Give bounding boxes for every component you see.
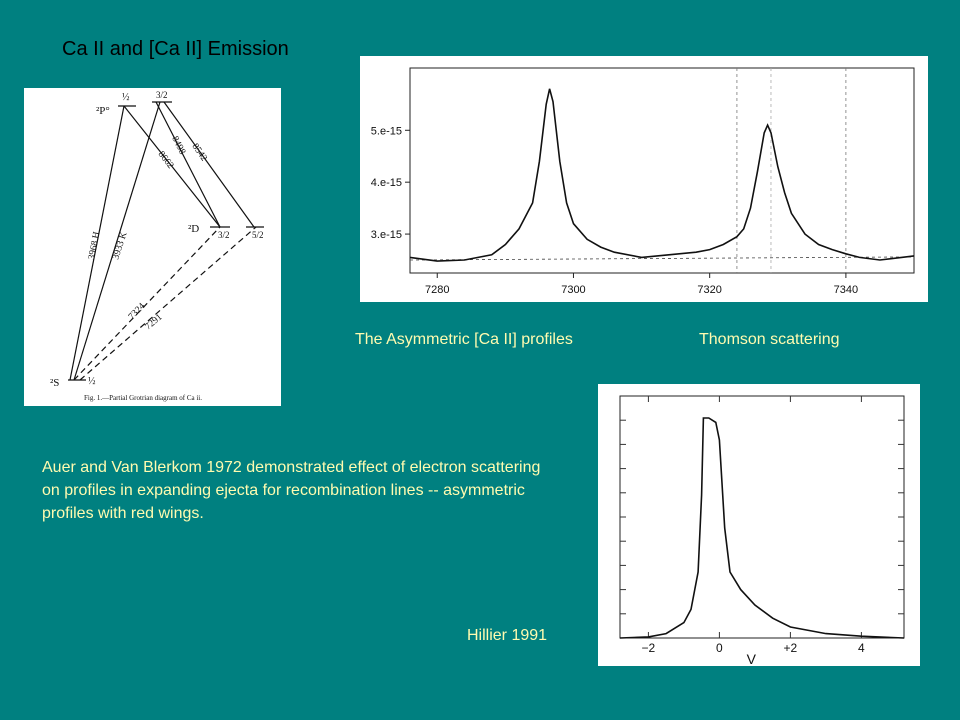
x-tick-label: +2	[784, 641, 798, 655]
grotrian-diagram: ²P° ½ 3/2 ²D 3/2 5/2 ²S ½ 3968 H 3933 K …	[24, 88, 281, 406]
x-tick-label: 7340	[834, 284, 858, 296]
caption-hillier: Hillier 1991	[467, 627, 548, 644]
d-five-half-label: 5/2	[252, 230, 264, 240]
body-paragraph: Auer and Van Blerkom 1972 demonstrated e…	[42, 459, 541, 522]
d-level-label: ²D	[188, 223, 199, 235]
label-7291: 7291	[144, 312, 165, 332]
x-tick-label: 7300	[561, 284, 585, 296]
continuum-line	[409, 256, 915, 261]
x-tick-label: 7320	[697, 284, 721, 296]
profile-line	[619, 417, 905, 639]
hillier-profile-chart: −2 0 +2 4 V	[598, 384, 920, 667]
spectrum-line	[409, 88, 915, 262]
label-3933: 3933 K	[111, 231, 129, 261]
slide-title: Ca II and [Ca II] Emission	[62, 38, 289, 60]
label-3968: 3968 H	[87, 231, 102, 261]
p-half-label: ½	[122, 92, 130, 103]
y-tick-label: 3.e-15	[371, 229, 402, 241]
p-level-label: ²P°	[96, 105, 110, 117]
plot-frame	[409, 67, 915, 274]
label-7324: 7324	[127, 301, 148, 322]
caption-asymmetric-profiles: The Asymmetric [Ca II] profiles	[355, 331, 573, 348]
x-axis-label: V	[747, 651, 757, 666]
caption-thomson-scattering: Thomson scattering	[699, 331, 840, 348]
grotrian-caption: Fig. 1.—Partial Grotrian diagram of Ca i…	[84, 394, 202, 402]
y-tick-label: 4.e-15	[371, 177, 402, 189]
label-8498: 8498	[169, 135, 187, 157]
s-level-label: ²S	[50, 377, 59, 389]
x-tick-label: 4	[858, 641, 865, 655]
x-tick-label: 0	[716, 641, 723, 655]
s-half-label: ½	[88, 376, 96, 387]
y-tick-label: 5.e-15	[371, 125, 402, 137]
p-three-half-label: 3/2	[156, 90, 168, 100]
plot-frame	[619, 395, 905, 639]
x-tick-label: −2	[642, 641, 656, 655]
x-tick-label: 7280	[425, 284, 449, 296]
ca-ii-spectrum-chart: 7280 7300 7320 7340 5.e-15 4.e-15 3.e-15	[360, 56, 928, 302]
d-three-half-label: 3/2	[218, 230, 230, 240]
